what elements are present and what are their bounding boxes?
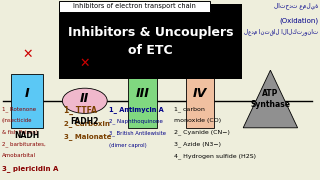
Bar: [59, 4, 242, 79]
Text: III: III: [135, 87, 149, 100]
Text: 2_ Cyanide (CN−): 2_ Cyanide (CN−): [174, 130, 230, 135]
Bar: [186, 74, 214, 128]
Bar: [59, 1, 210, 12]
Text: (Insecticide: (Insecticide: [2, 118, 32, 123]
Text: 3_ piericidin A: 3_ piericidin A: [2, 165, 58, 172]
Text: ✕: ✕: [80, 57, 90, 69]
Bar: [128, 74, 157, 128]
Text: 1_ Rotenone: 1_ Rotenone: [2, 106, 36, 112]
Text: II: II: [80, 93, 89, 105]
Text: 4_ Hydrogen sulfide (H2S): 4_ Hydrogen sulfide (H2S): [174, 153, 256, 159]
Text: 3_ Azide (N3−): 3_ Azide (N3−): [174, 141, 221, 147]
Circle shape: [62, 88, 107, 113]
Text: Inhibitors & Uncouplers
of ETC: Inhibitors & Uncouplers of ETC: [68, 26, 233, 57]
Text: Inhibitors of electron transport chain: Inhibitors of electron transport chain: [73, 3, 196, 9]
Text: FADH2: FADH2: [71, 117, 99, 126]
Polygon shape: [243, 70, 298, 128]
Bar: [11, 74, 43, 128]
Text: IV: IV: [193, 87, 207, 100]
Text: NADH: NADH: [15, 131, 40, 140]
Text: (dimer caprol): (dimer caprol): [109, 143, 147, 148]
Text: 3_ British Antilewisite: 3_ British Antilewisite: [109, 131, 166, 136]
Text: & fish Poison): & fish Poison): [2, 130, 37, 135]
Text: ATP
Synthase: ATP Synthase: [250, 89, 291, 109]
Text: 2_ barbiturates,: 2_ barbiturates,: [2, 141, 45, 147]
Text: 1_ TTFA: 1_ TTFA: [64, 106, 97, 115]
Text: monoxide (CO): monoxide (CO): [174, 118, 221, 123]
Text: 2_ Carboxin: 2_ Carboxin: [64, 120, 110, 127]
Text: 1_ Antimycin A: 1_ Antimycin A: [109, 106, 164, 113]
Text: 3_ Malonate: 3_ Malonate: [64, 133, 111, 140]
Text: لاتحدث عملية: لاتحدث عملية: [274, 3, 318, 9]
Text: 1_ carbon: 1_ carbon: [174, 106, 205, 112]
Text: ✕: ✕: [22, 48, 32, 60]
Text: (Oxidation): (Oxidation): [279, 17, 318, 24]
Text: I: I: [25, 87, 29, 100]
Text: لعدم انتقال الالكترونات: لعدم انتقال الالكترونات: [244, 28, 318, 35]
Text: Amobarbital: Amobarbital: [2, 153, 36, 158]
Text: 2_ Naphthoquinone: 2_ Naphthoquinone: [109, 118, 163, 124]
